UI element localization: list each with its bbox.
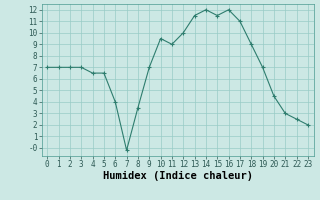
X-axis label: Humidex (Indice chaleur): Humidex (Indice chaleur) — [103, 171, 252, 181]
